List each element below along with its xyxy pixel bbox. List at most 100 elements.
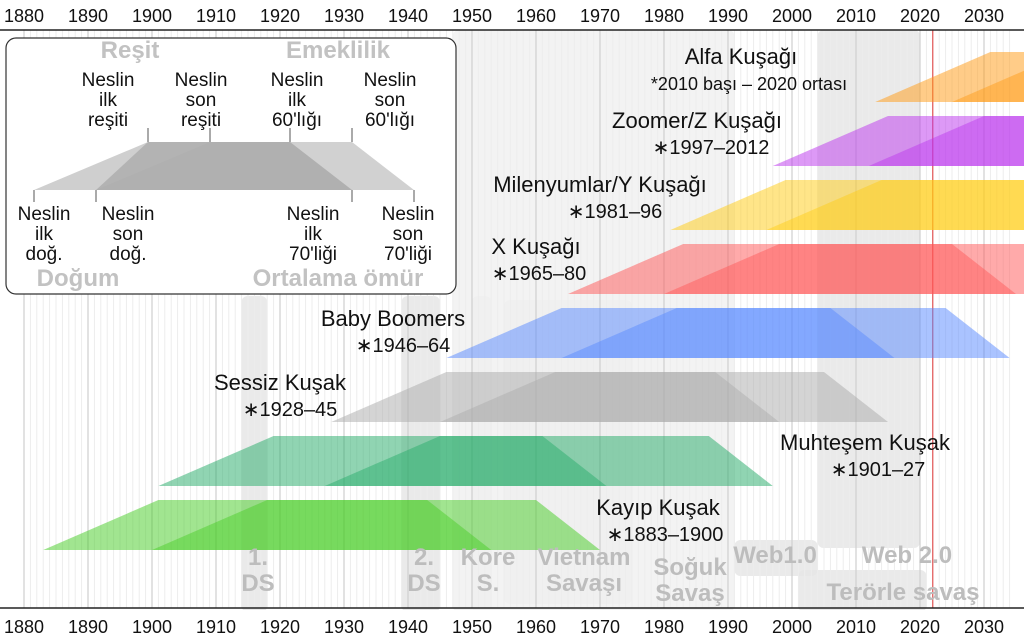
gen-band-silent: [331, 372, 888, 422]
top-axis-bg: [0, 0, 1024, 30]
gen-core-genx: [664, 244, 1016, 294]
legend-top-label: son: [186, 90, 217, 111]
bottom-tick-label: 2010: [836, 617, 876, 637]
gen-years-millennials: ∗1981–96: [568, 201, 663, 223]
gen-years-lost: ∗1883–1900: [607, 524, 724, 546]
legend-footer-birth: Doğum: [37, 265, 120, 292]
gen-core-boomers: [561, 308, 895, 358]
generation-labels: Kayıp Kuşak ∗1883–1900 Muhteşem Kuşak ∗1901…: [214, 44, 951, 546]
top-tick-label: 2000: [772, 6, 812, 26]
top-tick-label: 1930: [324, 6, 364, 26]
gen-band-alpha: [875, 52, 1024, 102]
bottom-tick-label: 2000: [772, 617, 812, 637]
legend-trapezoid-core: [96, 142, 352, 190]
legend-top-label: Neslin: [175, 70, 228, 91]
gen-name-millennials: Milenyumlar/Y Kuşağı: [493, 172, 707, 197]
gen-years-silent: ∗1928–45: [243, 399, 338, 421]
gen-core-greatest: [324, 436, 607, 486]
event-label-waronterror: Terörle savaş: [827, 579, 980, 606]
top-tick-label: 1900: [132, 6, 172, 26]
bottom-tick-label: 1910: [196, 617, 236, 637]
bottom-tick-label: 1930: [324, 617, 364, 637]
legend-top-label: 60'lığı: [365, 110, 415, 131]
gen-band-genx: [568, 244, 1024, 294]
bottom-tick-label: 1960: [516, 617, 556, 637]
legend-footer-lifespan: Ortalama ömür: [253, 265, 424, 292]
legend-bottom-label: son: [113, 224, 144, 245]
event-label-ww2: 2.: [414, 544, 434, 571]
event-label-ww2: DS: [407, 570, 440, 597]
event-label-ww1: 1.: [248, 544, 268, 571]
gen-band-boomers: [446, 308, 1010, 358]
top-tick-label: 1990: [708, 6, 748, 26]
legend-bottom-label: Neslin: [102, 204, 155, 225]
top-tick-label: 1950: [452, 6, 492, 26]
bottom-tick-label: 2030: [964, 617, 1004, 637]
event-label-ww1: DS: [241, 570, 274, 597]
event-label-web2: Web 2.0: [862, 542, 952, 569]
event-labels: 1.DS2.DSKoreS.VietnamSavaşıSoğukSavaşWeb…: [241, 542, 979, 607]
event-label-korea: Kore: [461, 544, 516, 571]
legend-bottom-label: Neslin: [287, 204, 340, 225]
top-tick-label: 1980: [644, 6, 684, 26]
event-label-vietnam: Vietnam: [538, 544, 631, 571]
top-tick-label: 1910: [196, 6, 236, 26]
gen-years-greatest: ∗1901–27: [831, 459, 926, 481]
gen-name-genx: X Kuşağı: [491, 234, 580, 259]
event-label-coldwar: Savaş: [655, 580, 724, 607]
bottom-tick-label: 1920: [260, 617, 300, 637]
top-tick-label: 1890: [68, 6, 108, 26]
legend-header-retirement: Emeklilik: [286, 37, 391, 64]
bottom-tick-label: 1980: [644, 617, 684, 637]
bottom-tick-label: 1950: [452, 617, 492, 637]
gen-name-lost: Kayıp Kuşak: [596, 495, 721, 520]
gen-core-silent: [440, 372, 780, 422]
legend-top-label: Neslin: [82, 70, 135, 91]
event-label-web1: Web1.0: [733, 542, 817, 569]
legend-top-label: son: [375, 90, 406, 111]
event-label-korea: S.: [477, 570, 500, 597]
legend-header-adulthood: Reşit: [101, 37, 160, 64]
legend-top-label: reşiti: [181, 110, 221, 131]
gen-core-genz: [868, 116, 1024, 166]
generation-bands: [43, 52, 1024, 550]
top-tick-label: 2030: [964, 6, 1004, 26]
legend-top-label: reşiti: [88, 110, 128, 131]
gen-years-alpha: *2010 başı – 2020 ortası: [651, 74, 847, 94]
gen-band-millennials: [670, 180, 1024, 230]
legend-top-label: ilk: [288, 90, 306, 111]
top-tick-label: 1960: [516, 6, 556, 26]
bottom-tick-label: 1880: [4, 617, 44, 637]
legend-bottom-label: doğ.: [110, 244, 147, 265]
bottom-tick-label: 1890: [68, 617, 108, 637]
gen-years-genz: ∗1997–2012: [653, 137, 770, 159]
event-label-vietnam: Savaşı: [546, 570, 622, 597]
legend-top-label: 60'lığı: [272, 110, 322, 131]
legend-bottom-label: doğ.: [26, 244, 63, 265]
bottom-tick-label: 1940: [388, 617, 428, 637]
bottom-axis-bg: [0, 610, 1024, 640]
gen-band-greatest: [158, 436, 773, 486]
gen-name-boomers: Baby Boomers: [321, 306, 465, 331]
gen-name-genz: Zoomer/Z Kuşağı: [612, 108, 782, 133]
bottom-tick-label: 2020: [900, 617, 940, 637]
legend-bottom-label: Neslin: [382, 204, 435, 225]
top-tick-label: 2020: [900, 6, 940, 26]
gen-band-lost: [43, 500, 600, 550]
event-band-web1: [734, 540, 818, 576]
gen-years-boomers: ∗1946–64: [356, 335, 451, 357]
top-tick-label: 1880: [4, 6, 44, 26]
legend-bottom-label: Neslin: [18, 204, 71, 225]
gen-name-greatest: Muhteşem Kuşak: [780, 430, 951, 455]
gen-name-alpha: Alfa Kuşağı: [685, 44, 798, 69]
legend-bottom-label: son: [393, 224, 424, 245]
top-tick-label: 1940: [388, 6, 428, 26]
legend-top-label: Neslin: [364, 70, 417, 91]
legend-bottom-label: ilk: [35, 224, 53, 245]
top-tick-label: 1920: [260, 6, 300, 26]
legend-bottom-label: 70'liği: [289, 244, 337, 265]
gen-band-genz: [772, 116, 1024, 166]
